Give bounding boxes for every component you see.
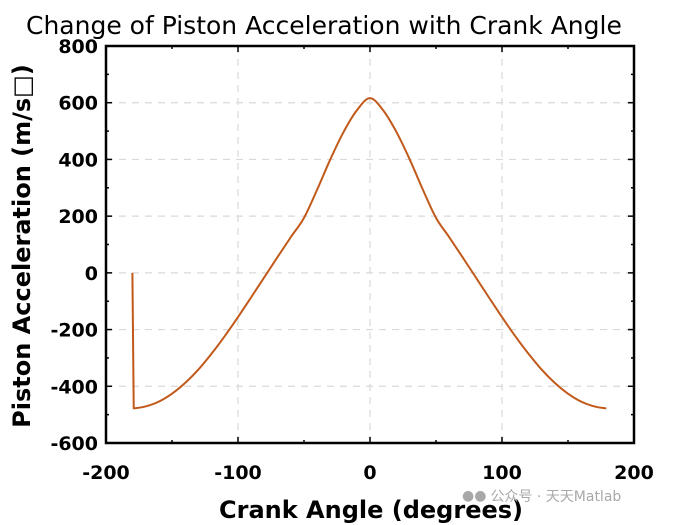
y-tick-label: 600 — [58, 93, 98, 115]
plot-frame — [104, 44, 636, 445]
x-tick-label: 100 — [482, 462, 522, 484]
x-tick-label: -200 — [82, 462, 130, 484]
x-tick-label: 200 — [614, 462, 654, 484]
x-axis-label: Crank Angle (degrees) — [219, 496, 523, 524]
grid — [106, 46, 634, 443]
y-tick-label: 400 — [58, 149, 98, 171]
y-tick-label: 800 — [58, 36, 98, 58]
chart-title: Change of Piston Acceleration with Crank… — [26, 11, 622, 40]
x-tick-label: 0 — [363, 462, 376, 484]
watermark-text: 公众号 · 天天Matlab — [490, 489, 622, 505]
y-tick-label: -600 — [50, 433, 98, 455]
y-tick-label: -400 — [50, 376, 98, 398]
series-layer — [131, 97, 607, 410]
y-tick-label: 0 — [85, 263, 98, 285]
series-line — [131, 97, 607, 410]
x-tick-label: -100 — [214, 462, 262, 484]
y-tick-label: -200 — [50, 320, 98, 342]
y-axis-label: Piston Acceleration (m/s□) — [8, 64, 36, 428]
watermark: ●● 公众号 · 天天Matlab — [462, 486, 621, 506]
y-tick-label: 200 — [58, 206, 98, 228]
wechat-icon: ●● — [462, 488, 487, 504]
tick-labels: -200 -100 0 100 200 -600 -400 -200 0 200 400 600 800 — [50, 36, 653, 484]
